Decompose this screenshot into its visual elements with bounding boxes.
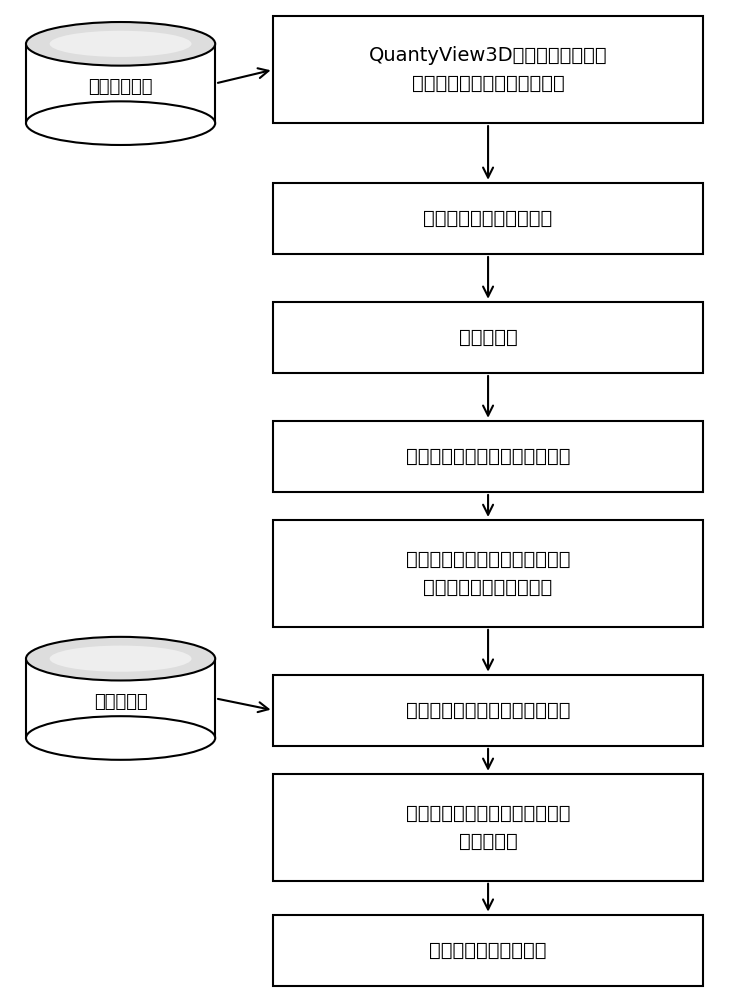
Ellipse shape bbox=[49, 646, 191, 672]
Ellipse shape bbox=[26, 101, 215, 145]
Text: 对地层界线和辅助控制线离散点
三角剖分构建地层底界面: 对地层界线和辅助控制线离散点 三角剖分构建地层底界面 bbox=[406, 550, 570, 597]
Bar bbox=[273, 302, 703, 373]
Bar bbox=[273, 675, 703, 746]
Bar bbox=[273, 520, 703, 627]
Bar bbox=[273, 16, 703, 123]
Bar bbox=[26, 44, 215, 123]
Bar bbox=[273, 774, 703, 881]
Bar bbox=[26, 659, 215, 738]
Bar bbox=[273, 421, 703, 492]
Text: 等高线数据: 等高线数据 bbox=[93, 693, 147, 711]
Text: QuantyView3D提取地质剖面中倒
转褶皱不同年代地层底面界线: QuantyView3D提取地质剖面中倒 转褶皱不同年代地层底面界线 bbox=[369, 46, 607, 93]
Bar bbox=[273, 915, 703, 986]
Bar bbox=[273, 183, 703, 254]
Ellipse shape bbox=[26, 637, 215, 680]
Ellipse shape bbox=[26, 22, 215, 66]
Text: 倒转褶皱三维地层模型: 倒转褶皱三维地层模型 bbox=[429, 941, 547, 960]
Text: 调整地层界线控制点顺序: 调整地层界线控制点顺序 bbox=[423, 209, 553, 228]
Ellipse shape bbox=[26, 716, 215, 760]
Ellipse shape bbox=[49, 31, 191, 57]
Text: 各年代地层底界面依次剪切初始
地质体模型: 各年代地层底界面依次剪切初始 地质体模型 bbox=[406, 804, 570, 851]
Text: 经过龙骨线拐点拟合辅助控制线: 经过龙骨线拐点拟合辅助控制线 bbox=[406, 447, 570, 466]
Text: 绘制龙骨线: 绘制龙骨线 bbox=[459, 328, 517, 347]
Text: 地质剖面数据: 地质剖面数据 bbox=[88, 78, 153, 96]
Text: 利用等高线构建初始地质体模型: 利用等高线构建初始地质体模型 bbox=[406, 701, 570, 720]
